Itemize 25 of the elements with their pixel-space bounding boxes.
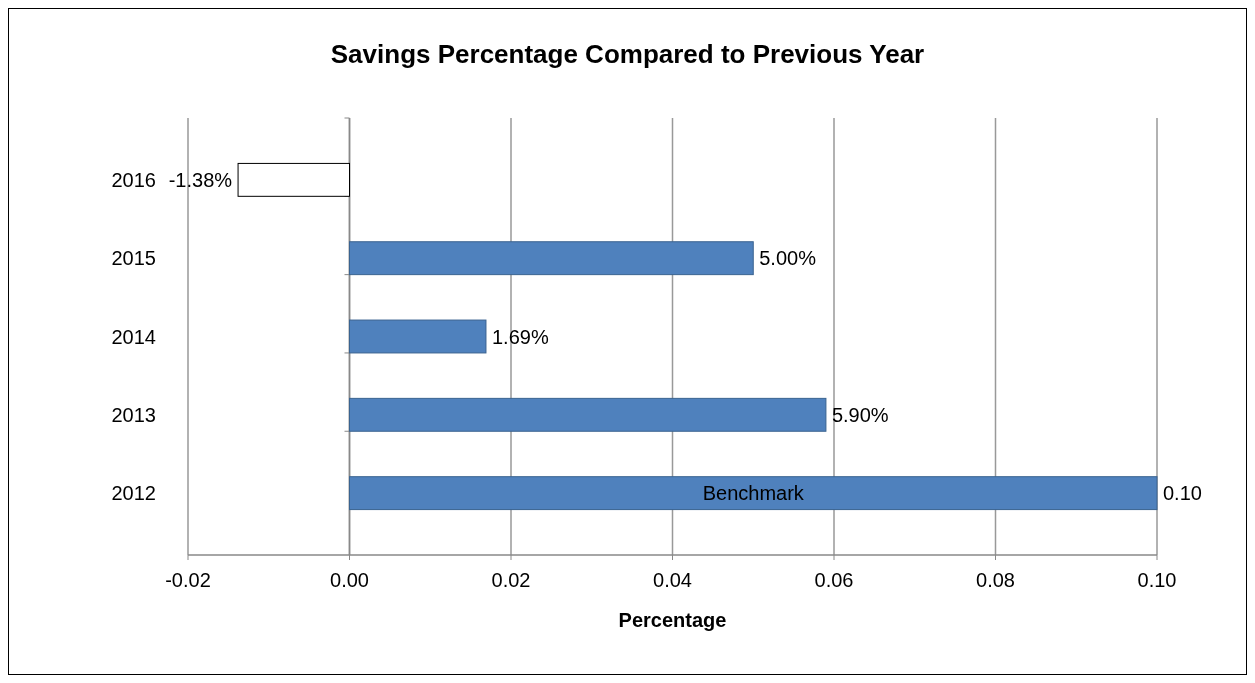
y-tick-label: 2014 xyxy=(111,325,156,348)
bar xyxy=(349,319,487,354)
x-tick-label: 0.00 xyxy=(330,569,369,591)
data-label: 5.00% xyxy=(759,247,817,270)
bar xyxy=(349,241,754,276)
data-label: 5.90% xyxy=(831,403,889,426)
y-tick-label: 2012 xyxy=(111,482,156,505)
data-label: 1.69% xyxy=(491,325,549,348)
bar xyxy=(349,476,1158,511)
annotation: Benchmark xyxy=(702,482,805,505)
bar xyxy=(237,162,350,197)
x-tick-label: -0.02 xyxy=(165,569,211,591)
data-label: -1.38% xyxy=(168,168,233,191)
y-tick-label: 2016 xyxy=(111,168,156,191)
bar xyxy=(349,397,827,432)
y-tick-label: 2015 xyxy=(111,247,156,270)
x-tick-label: 0.04 xyxy=(653,569,692,591)
chart-title: Savings Percentage Compared to Previous Year xyxy=(330,39,925,69)
x-tick-label: 0.06 xyxy=(814,569,854,591)
x-tick-label: 0.02 xyxy=(491,569,531,591)
data-label: 0.10 xyxy=(1163,482,1202,505)
y-tick-label: 2013 xyxy=(111,403,156,426)
x-tick-label: 0.08 xyxy=(976,569,1015,591)
x-tick-label: 0.10 xyxy=(1137,569,1177,591)
x-axis-title: Percentage xyxy=(618,609,727,631)
